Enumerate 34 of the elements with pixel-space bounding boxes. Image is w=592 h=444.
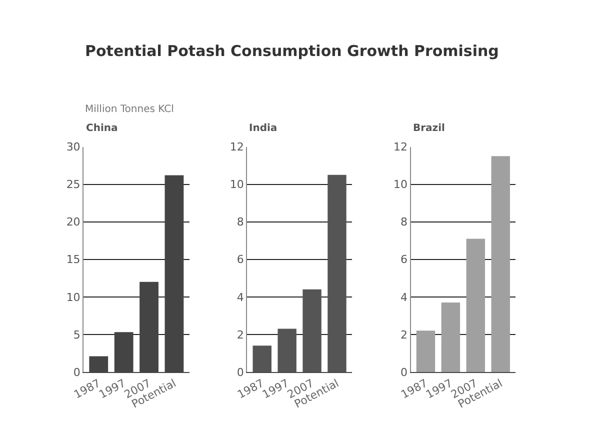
y-tick-label: 10 (230, 178, 244, 192)
bar (441, 302, 460, 372)
y-tick-label: 6 (400, 253, 408, 266)
y-tick-label: 10 (394, 178, 408, 192)
y-tick-label: 12 (230, 140, 244, 154)
y-tick-label: 20 (66, 216, 80, 229)
y-tick-label: 0 (236, 366, 244, 379)
bar (278, 328, 296, 372)
y-tick-label: 4 (236, 290, 244, 304)
y-tick-label: 4 (400, 290, 408, 304)
y-tick-label: 12 (394, 140, 408, 154)
chart-subtitle: China (86, 123, 118, 134)
y-axis-title: Million Tonnes KCl (85, 104, 174, 115)
y-tick-label: 15 (66, 253, 80, 266)
y-tick-label: 25 (66, 178, 80, 192)
bar (328, 174, 346, 372)
bar (416, 330, 436, 372)
y-tick-label: 2 (236, 328, 244, 342)
chart-subtitle: India (249, 123, 278, 134)
y-tick-label: 30 (66, 140, 80, 154)
bar (466, 238, 486, 372)
text: Potential Potash Consumption Growth Promising (85, 42, 499, 60)
y-tick-label: 2 (400, 328, 408, 342)
y-tick-label: 8 (236, 216, 244, 229)
y-tick-label: 0 (73, 366, 80, 379)
y-tick-label: 10 (66, 290, 80, 304)
bar (491, 156, 510, 372)
bar (252, 346, 272, 372)
y-tick-label: 0 (400, 366, 408, 379)
bar (302, 289, 322, 372)
y-tick-label: 5 (73, 328, 80, 342)
chart-subtitle: Brazil (413, 123, 445, 134)
y-tick-label: 6 (236, 253, 244, 266)
y-tick-label: 8 (400, 216, 408, 229)
